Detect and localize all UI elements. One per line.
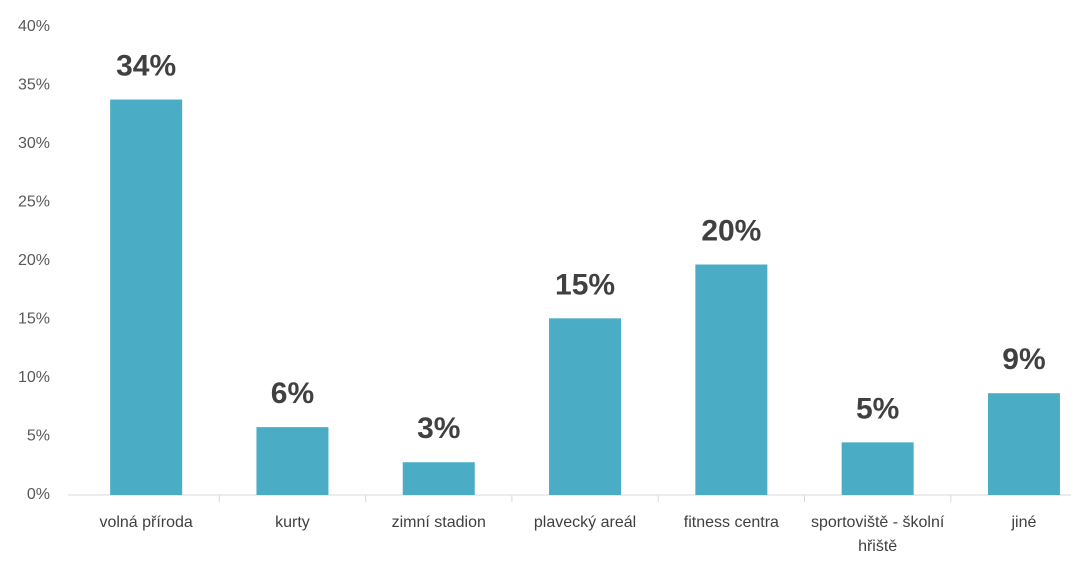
x-tick-label: jiné <box>1011 514 1037 531</box>
x-tick-label: fitness centra <box>683 514 779 531</box>
data-label: 34% <box>116 49 176 82</box>
y-tick-label: 30% <box>18 135 50 152</box>
bar <box>695 264 768 495</box>
bar <box>841 442 914 495</box>
bar <box>549 318 622 495</box>
data-label: 9% <box>1002 343 1045 376</box>
data-label: 5% <box>856 392 899 425</box>
bar <box>256 427 329 495</box>
data-label: 6% <box>271 377 314 410</box>
x-tick-label: kurty <box>275 514 310 531</box>
y-tick-label: 40% <box>18 18 50 35</box>
x-tick-label: plavecký areál <box>533 514 637 531</box>
y-tick-label: 0% <box>27 486 50 503</box>
x-tick-label: sportoviště - školní hřiště <box>810 514 945 555</box>
x-tick-label: volná příroda <box>99 514 193 531</box>
y-tick-label: 15% <box>18 311 50 328</box>
x-tick-label: zimní stadion <box>391 514 486 531</box>
data-label: 15% <box>555 268 615 301</box>
y-tick-label: 20% <box>18 252 50 269</box>
data-label: 3% <box>417 412 460 445</box>
bar <box>987 393 1060 495</box>
y-tick-label: 5% <box>27 428 50 445</box>
data-label: 20% <box>701 214 761 247</box>
y-tick-label: 25% <box>18 194 50 211</box>
bar <box>110 99 183 495</box>
bar <box>402 462 475 495</box>
y-tick-label: 10% <box>18 369 50 386</box>
y-tick-label: 35% <box>18 77 50 94</box>
